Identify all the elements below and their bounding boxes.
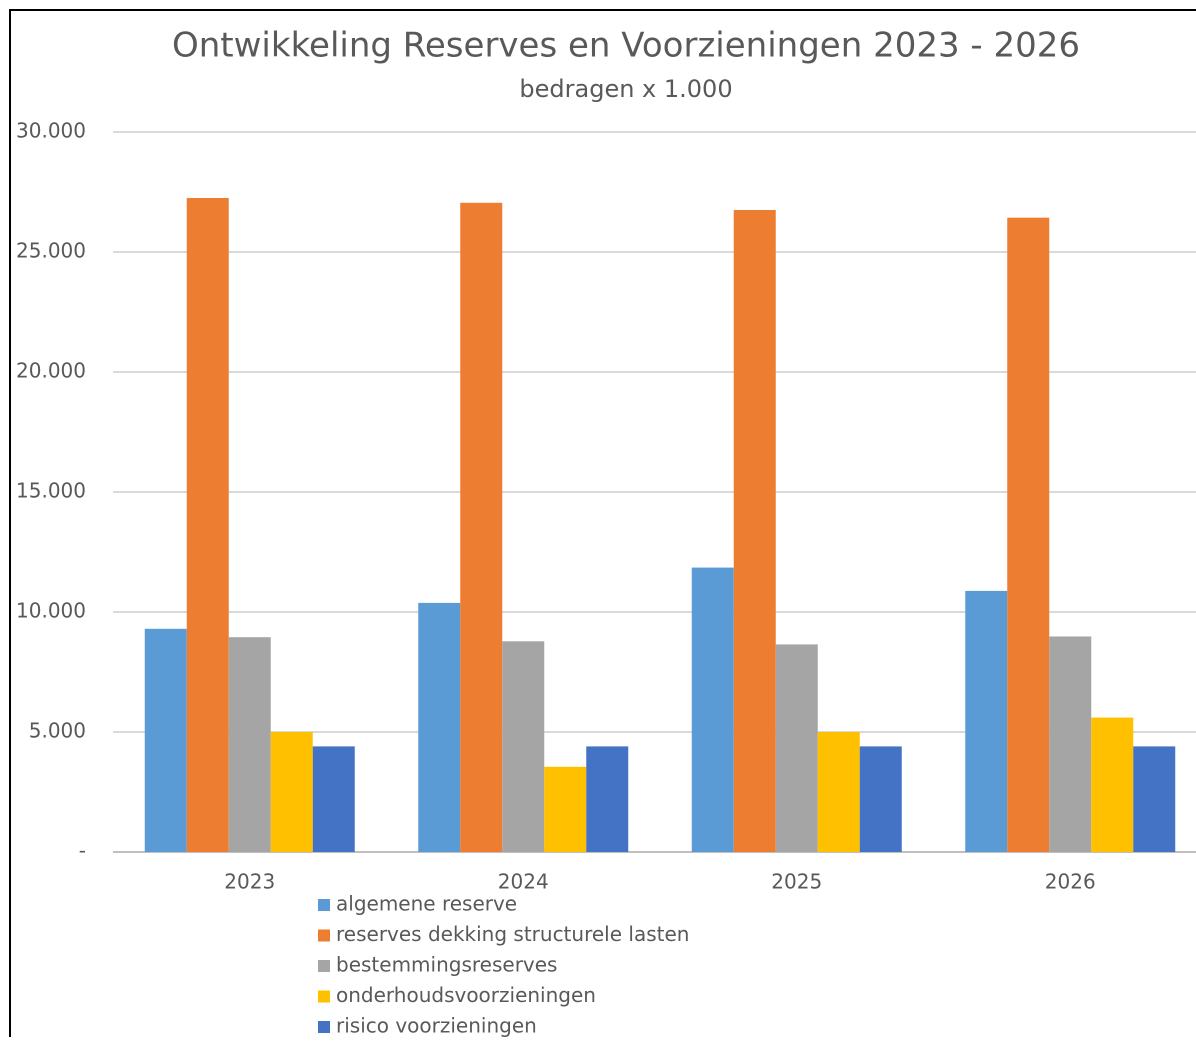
x-tick-label: 2025 — [771, 870, 822, 894]
bar — [586, 746, 629, 852]
y-tick-label: 25.000 — [16, 239, 86, 263]
bar — [1049, 636, 1092, 852]
bar — [733, 210, 776, 852]
bar — [691, 567, 734, 852]
legend-swatch — [318, 929, 330, 942]
chart-subtitle: bedragen x 1.000 — [519, 75, 732, 103]
bar — [312, 746, 355, 852]
legend-swatch — [318, 960, 330, 972]
bar — [418, 602, 461, 852]
legend-label: risico voorzieningen — [336, 1014, 537, 1038]
bar — [965, 590, 1008, 852]
legend-label: reserves dekking structurele lasten — [336, 922, 689, 946]
bar — [544, 766, 587, 852]
bar — [270, 732, 313, 852]
bar — [775, 644, 818, 852]
x-tick-label: 2023 — [224, 870, 275, 894]
chart-title: Ontwikkeling Reserves en Voorzieningen 2… — [172, 26, 1080, 66]
x-tick-label: 2026 — [1045, 870, 1096, 894]
bar — [460, 202, 503, 853]
bar — [186, 198, 229, 852]
bar — [1133, 746, 1176, 852]
bar — [1091, 717, 1134, 852]
legend-label: bestemmingsreserves — [336, 953, 557, 977]
bar — [502, 641, 545, 852]
y-tick-label: 15.000 — [16, 479, 86, 503]
y-tick-label: 20.000 — [16, 359, 86, 383]
legend-swatch — [318, 990, 330, 1003]
legend-label: algemene reserve — [336, 892, 517, 916]
bar — [144, 628, 187, 852]
y-tick-label: - — [79, 839, 86, 863]
bar — [817, 732, 860, 852]
y-tick-label: 10.000 — [16, 599, 86, 623]
y-tick-label: 30.000 — [16, 119, 86, 143]
y-tick-label: 5.000 — [29, 719, 86, 743]
legend-swatch — [318, 1021, 330, 1033]
bar — [859, 746, 902, 852]
x-tick-label: 2024 — [498, 870, 549, 894]
legend-swatch — [318, 899, 330, 911]
legend-label: onderhoudsvoorzieningen — [336, 983, 596, 1007]
bar — [228, 637, 271, 852]
bar — [1007, 217, 1050, 852]
